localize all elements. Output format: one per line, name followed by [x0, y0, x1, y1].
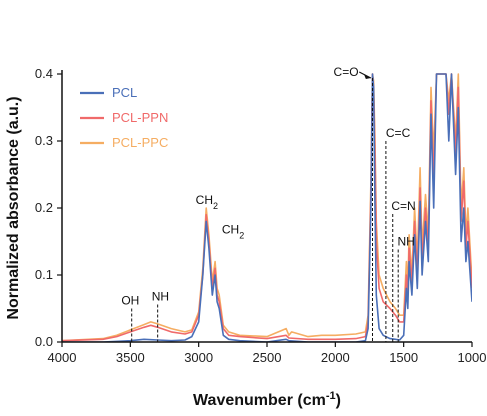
legend-label-pcl: PCL: [112, 85, 137, 100]
x-axis-title-close: ): [336, 392, 341, 409]
annotation-label: C=N: [391, 199, 415, 213]
annotation-label: CH2: [222, 223, 244, 241]
x-tick-label: 4000: [48, 350, 77, 365]
x-tick-label: 3000: [184, 350, 213, 365]
x-tick-label: 1000: [458, 350, 487, 365]
annotation-arrowhead: [363, 74, 371, 79]
annotation-label: NH: [152, 290, 169, 304]
legend: PCL PCL-PPN PCL-PPC: [80, 85, 168, 150]
x-axis-title-main: Wavenumber (cm: [193, 392, 326, 409]
legend-label-pcl-ppn: PCL-PPN: [112, 110, 168, 125]
x-tick-label: 2000: [321, 350, 350, 365]
annotation-label: C=C: [386, 126, 411, 140]
series-layer: [62, 73, 472, 342]
y-tick-label: 0.4: [35, 66, 53, 81]
annotation-label: NH: [398, 235, 415, 249]
y-axis-title: Normalized absorbance (a.u.): [5, 96, 22, 319]
x-tick-label: 1500: [389, 350, 418, 365]
x-tick-label: 2500: [253, 350, 282, 365]
annotation-label: C=O: [334, 65, 359, 79]
x-tick-label: 3500: [116, 350, 145, 365]
x-ticks: 4000 3500 3000 2500 2000 1500 1000: [48, 342, 487, 365]
annotation-label: CH2: [196, 193, 218, 211]
y-tick-label: 0.3: [35, 133, 53, 148]
x-axis-title-sup: -1: [326, 390, 336, 402]
annotation-label: OH: [121, 294, 139, 308]
series-line-pcl: [62, 73, 472, 342]
y-tick-label: 0.2: [35, 200, 53, 215]
x-axis-title: Wavenumber (cm-1): [193, 390, 341, 409]
y-tick-label: 0.0: [35, 334, 53, 349]
legend-label-pcl-ppc: PCL-PPC: [112, 135, 168, 150]
y-tick-label: 0.1: [35, 267, 53, 282]
y-ticks: 0.0 0.1 0.2 0.3 0.4: [35, 66, 62, 349]
